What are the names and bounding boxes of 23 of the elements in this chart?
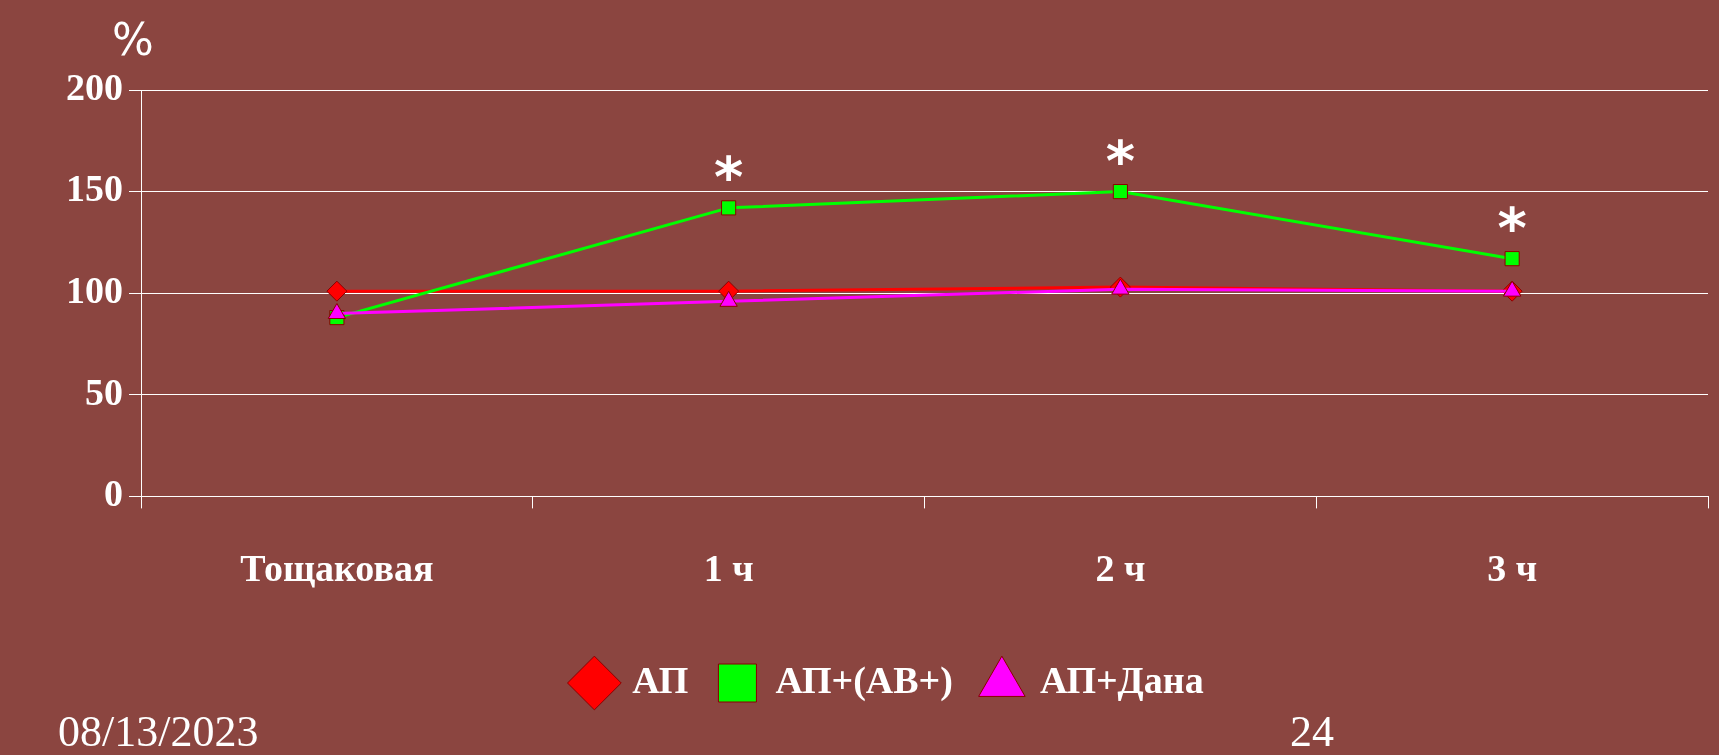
y-tick-label: 100 [66,269,123,312]
point [1504,251,1520,267]
x-tick-label: 1 ч [703,547,754,590]
x-tick-label: 2 ч [1095,547,1146,590]
legend-label: АП+(АВ+) [775,658,953,702]
point [721,200,737,216]
point [326,280,348,302]
y-tick-label: 200 [66,65,123,108]
text: 24 [1290,707,1334,755]
x-tick-label: Тощаковая [240,547,434,590]
annotation: * [1497,195,1527,261]
legend-label: АП+Дана [1039,658,1204,701]
annotation: * [1105,128,1136,194]
annotation: * [713,144,744,210]
point [327,303,347,320]
point [1112,184,1128,200]
legend-label: АП [632,658,689,701]
y-tick-label: 0 [104,472,123,515]
x-tick-label: 3 ч [1487,547,1538,590]
y-tick-label: 150 [66,167,123,210]
text: 08/13/2023 [58,707,259,755]
y-axis-title: % [112,14,154,65]
y-tick-label: 50 [85,370,123,413]
